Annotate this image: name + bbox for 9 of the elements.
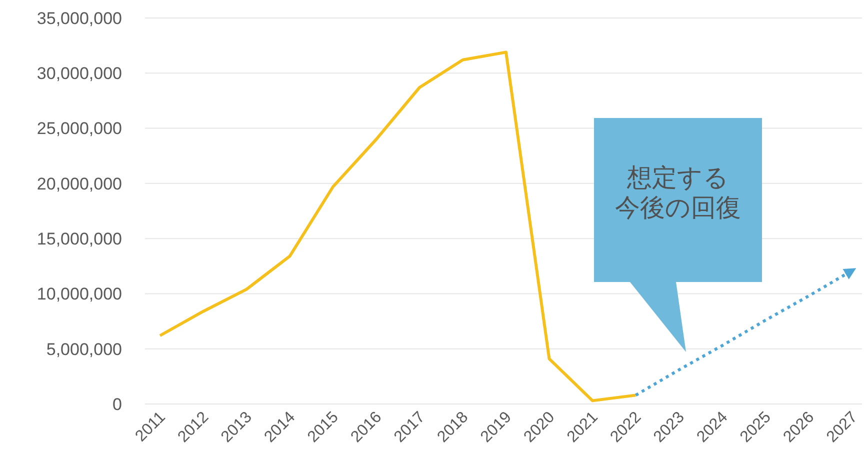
annotation: 想定する今後の回復 [615, 164, 741, 222]
y-tick-label: 25,000,000 [36, 119, 122, 138]
y-tick-label: 10,000,000 [36, 284, 122, 304]
y-tick-label: 30,000,000 [36, 64, 122, 84]
y-tick-label: 5,000,000 [46, 340, 122, 359]
y-tick-label: 20,000,000 [36, 174, 122, 194]
y-tick-label: 15,000,000 [36, 230, 122, 249]
y-tick-label: 0 [112, 394, 122, 414]
y-tick-label: 35,000,000 [36, 8, 122, 28]
